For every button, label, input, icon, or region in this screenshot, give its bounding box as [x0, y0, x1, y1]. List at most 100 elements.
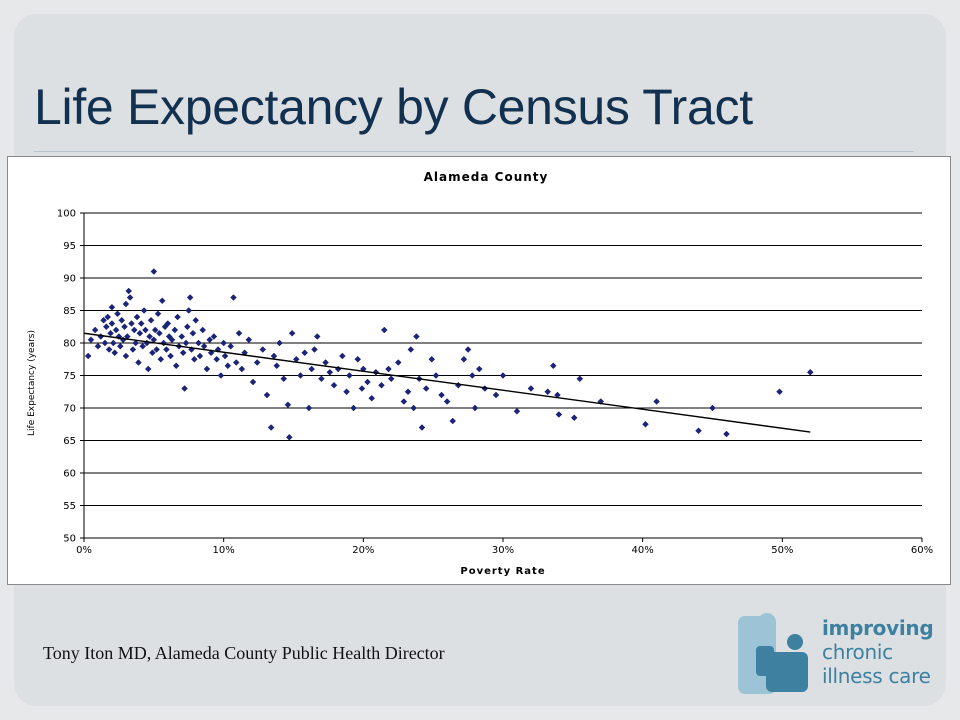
- chart-ticks: 50 55 60 65 70 75 80 85 90 95 100 0% 10% 20% 30% 40% 50%…: [57, 209, 933, 557]
- trend-line: [83, 332, 811, 433]
- scatter-point: [378, 381, 385, 389]
- scatter-point: [555, 411, 563, 418]
- scatter-point: [118, 316, 125, 324]
- scatter-point: [133, 313, 141, 321]
- scatter-point: [400, 398, 408, 405]
- scatter-point: [110, 339, 117, 347]
- x-tick-label: 50%: [771, 545, 793, 556]
- y-axis-label: Life Expectancy (years): [27, 330, 37, 436]
- y-tick-label: 70: [63, 404, 76, 415]
- scatter-point: [322, 359, 329, 366]
- y-tick-label: 90: [63, 274, 76, 285]
- scatter-point: [217, 372, 225, 379]
- scatter-point: [460, 355, 468, 363]
- y-tick-label: 85: [63, 306, 76, 317]
- scatter-point: [149, 349, 156, 357]
- scatter-point: [653, 398, 660, 405]
- scatter-point: [468, 372, 476, 379]
- scatter-point: [358, 385, 366, 392]
- chart-points: [84, 268, 814, 441]
- scatter-point: [172, 362, 180, 370]
- scatter-point: [318, 375, 325, 383]
- scatter-point: [642, 420, 649, 428]
- scatter-point: [527, 385, 535, 392]
- scatter-point: [513, 407, 521, 415]
- scatter-point: [492, 391, 500, 399]
- y-tick-label: 55: [63, 501, 76, 512]
- scatter-point: [154, 310, 162, 318]
- scatter-point: [297, 372, 304, 379]
- scatter-point: [385, 365, 392, 373]
- scatter-point: [350, 404, 357, 412]
- scatter-point: [354, 355, 362, 363]
- scatter-point: [326, 368, 334, 376]
- scatter-point: [192, 316, 200, 324]
- scatter-point: [723, 430, 730, 438]
- scatter-point: [103, 323, 110, 331]
- scatter-point: [207, 349, 215, 357]
- scatter-point: [163, 346, 170, 353]
- scatter-point: [135, 359, 142, 366]
- scatter-point: [286, 433, 293, 441]
- scatter-point: [330, 381, 338, 389]
- logo-figure-icon: [738, 613, 808, 694]
- scatter-point: [443, 398, 451, 405]
- scatter-point: [153, 346, 160, 353]
- scatter-point: [449, 417, 457, 425]
- scatter-point: [280, 375, 288, 383]
- y-tick-label: 75: [63, 371, 76, 382]
- scatter-point: [171, 326, 179, 334]
- scatter-point: [368, 394, 375, 402]
- scatter-point: [146, 333, 153, 340]
- scatter-point: [360, 365, 367, 373]
- scatter-point: [253, 359, 261, 366]
- scatter-point: [339, 352, 346, 360]
- x-tick-label: 60%: [911, 545, 933, 556]
- chart-gridlines: [84, 212, 922, 506]
- y-tick-label: 100: [57, 209, 76, 220]
- scatter-point: [101, 339, 109, 347]
- scatter-point: [576, 375, 584, 383]
- logo-word-chronic: chronic: [822, 640, 893, 664]
- scatter-point: [158, 297, 166, 305]
- scatter-point: [108, 303, 116, 311]
- scatter-point: [230, 294, 237, 301]
- scatter-point: [168, 336, 176, 344]
- scatter-point: [394, 359, 402, 366]
- scatter-point: [464, 346, 472, 353]
- scatter-point: [259, 346, 267, 353]
- scatter-point: [117, 342, 124, 350]
- scatter-point: [213, 355, 220, 363]
- scatter-point: [185, 307, 193, 314]
- scatter-point: [137, 320, 145, 327]
- scatter-point: [139, 342, 146, 350]
- title-divider: [34, 151, 914, 152]
- scatter-point: [150, 268, 158, 275]
- scatter-point: [114, 310, 121, 318]
- scatter-point: [267, 424, 275, 431]
- scatter-point: [156, 329, 163, 337]
- x-tick-label: 30%: [492, 545, 514, 556]
- scatter-point: [273, 362, 281, 370]
- scatter-point: [178, 333, 186, 340]
- scatter-point: [108, 320, 116, 327]
- scatter-point: [428, 355, 436, 363]
- scatter-point: [232, 359, 240, 366]
- scatter-point: [142, 326, 149, 334]
- scatter-point: [224, 362, 232, 370]
- scatter-point: [284, 401, 292, 409]
- scatter-point: [151, 326, 159, 334]
- scatter-point: [186, 294, 194, 301]
- scatter-point: [455, 381, 462, 389]
- scatter-point: [288, 329, 296, 337]
- scatter-point: [404, 388, 412, 396]
- scatter-chart: 50 55 60 65 70 75 80 85 90 95 100 0% 10% 20% 30% 40% 50%…: [7, 156, 951, 585]
- scatter-point: [343, 388, 350, 396]
- scatter-point: [301, 349, 308, 357]
- scatter-point: [245, 336, 253, 344]
- scatter-point: [196, 352, 204, 360]
- scatter-point: [221, 352, 229, 360]
- scatter-point: [364, 378, 371, 386]
- scatter-point: [549, 362, 557, 370]
- x-tick-label: 20%: [352, 545, 374, 556]
